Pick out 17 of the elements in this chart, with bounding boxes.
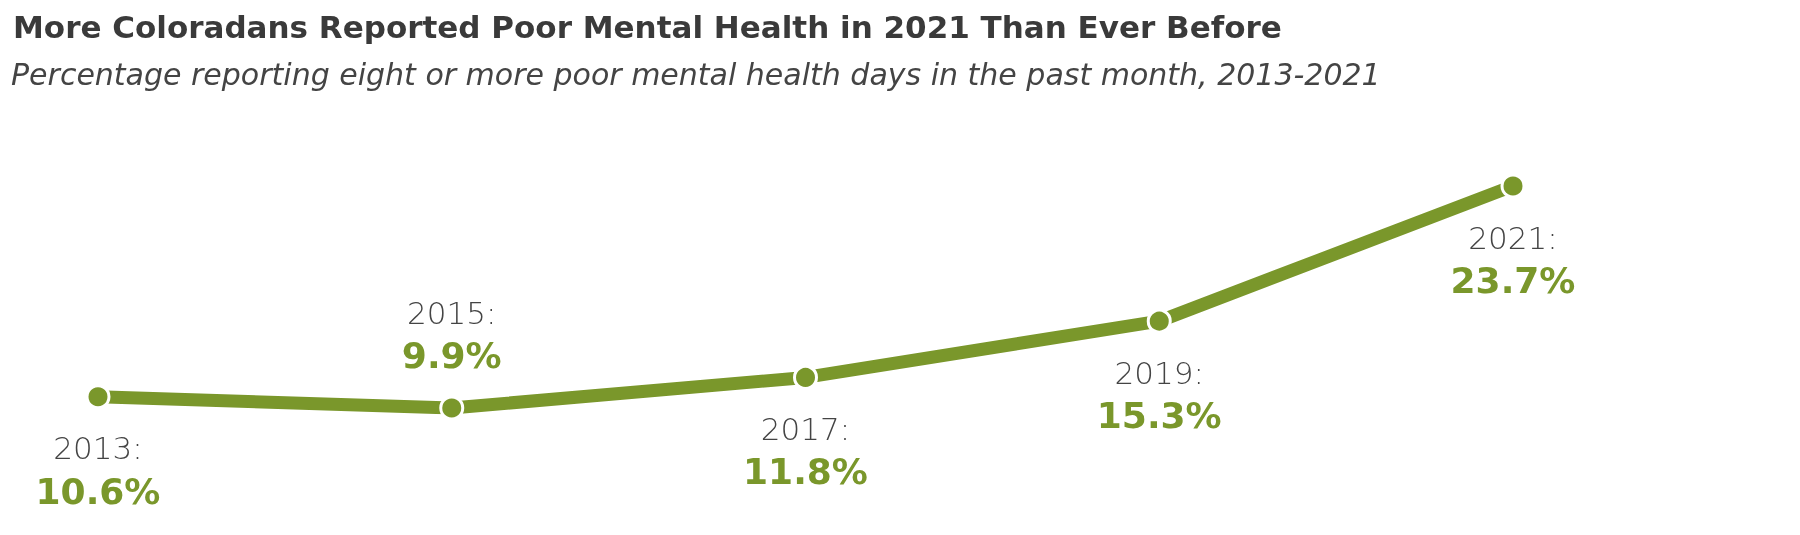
text: 2017: [760, 410, 851, 447]
chart-subtitle: Percentage reporting eight or more poor mental health days in the past month, 2013-2021 [11, 56, 1381, 92]
data-label: 9.9% [401, 335, 502, 376]
chart-title: More Coloradans Reported Poor Mental Health in 2021 Than Ever Before [13, 8, 1282, 45]
data-label: 10.6% [35, 470, 161, 512]
data-label: 23.7% [1450, 260, 1576, 301]
point [1146, 308, 1172, 334]
text: 2013: [53, 430, 143, 467]
annotation: 2019: [1114, 354, 1204, 391]
point [1500, 173, 1526, 199]
annotation: 2021: [1468, 219, 1558, 256]
data-label: 11.8% [743, 451, 868, 493]
point [793, 364, 818, 390]
annotation: 2015: [407, 294, 497, 331]
point [439, 395, 465, 421]
data-label: 15.3% [1096, 395, 1222, 437]
point [85, 384, 111, 410]
